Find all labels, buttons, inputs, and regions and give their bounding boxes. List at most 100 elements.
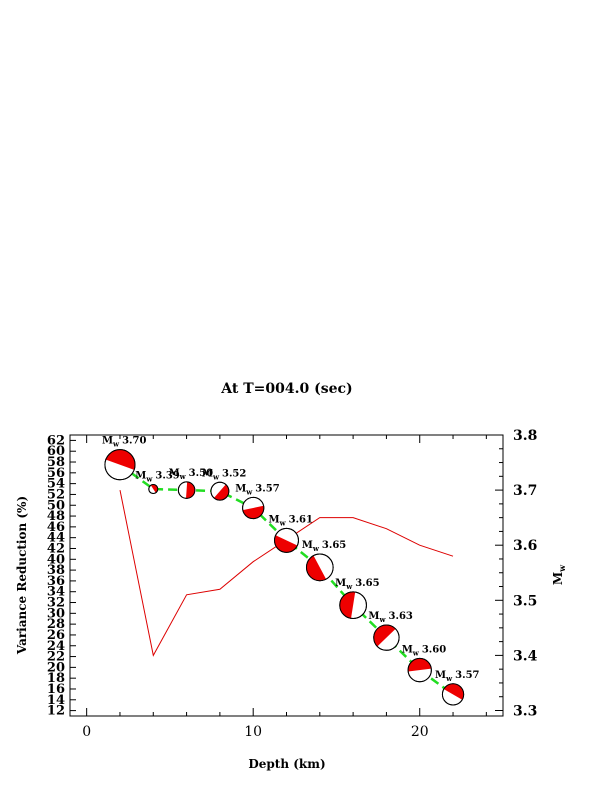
mw-label-sub: w: [212, 472, 220, 481]
chart-title: At T=004.0 (sec): [220, 381, 352, 397]
y-left-tick-label: 26: [47, 628, 65, 643]
y-axis-right-label-main: M: [551, 572, 565, 585]
beachball: [339, 591, 367, 620]
beachball-quadrant: [242, 505, 264, 519]
y-left-tick-label: 30: [47, 606, 65, 621]
y-left-tick-label: 54: [47, 477, 65, 492]
mw-label: Mw 3.57: [435, 670, 480, 683]
beachball: [274, 527, 299, 553]
y-left-tick-label: 32: [47, 596, 65, 611]
mw-label-prefix: M: [169, 468, 180, 479]
mw-label: Mw 3.52: [202, 468, 247, 481]
mw-label-prefix: M: [402, 644, 413, 655]
beachball-quadrant: [306, 555, 327, 581]
mw-label-sub: w: [445, 674, 453, 683]
variance-reduction-line: [119, 490, 454, 657]
y-left-tick-label: 20: [47, 660, 65, 675]
beachball-outline: [407, 657, 432, 683]
beachball-quadrant: [150, 484, 158, 493]
beachball: [441, 683, 465, 706]
x-tick-label: 20: [411, 724, 429, 740]
mw-label-prefix: M: [135, 471, 146, 482]
beachball-quadrant: [274, 535, 298, 553]
mw-label-sub: w: [345, 582, 353, 591]
mw-label-sub: w: [112, 440, 120, 449]
variance-reduction-series: [119, 490, 454, 657]
mw-label-prefix: M: [335, 578, 346, 589]
mw-label-prefix: M: [102, 436, 113, 447]
x-axis-label: Depth (km): [248, 757, 325, 771]
mw-label: Mw 3.57: [235, 483, 280, 496]
mw-label: Mw 3.63: [368, 611, 413, 624]
x-tick-label: 0: [82, 724, 91, 740]
beachball-outline: [177, 481, 196, 499]
mw-label: Mw 3.65: [335, 578, 380, 591]
mw-label: Mw 3.60: [402, 644, 447, 657]
mw-label-value: 3.39: [155, 471, 179, 482]
y-axis-right-label-sub: w: [557, 564, 567, 573]
beachball: [104, 449, 136, 481]
mw-label-sub: w: [245, 487, 253, 496]
x-tick-label: 10: [244, 724, 262, 740]
beachball-quadrant: [408, 658, 432, 672]
mw-label-value: 3.65: [355, 578, 379, 589]
beachball: [148, 484, 159, 495]
beachball: [210, 481, 230, 501]
mw-label-prefix: M: [202, 468, 213, 479]
y-left-tick-label: 42: [47, 541, 65, 556]
beachball-outline: [305, 553, 334, 582]
beachball-quadrant: [373, 624, 396, 647]
y-left-tick-label: 16: [47, 682, 65, 697]
y-left-tick-label: 58: [47, 455, 65, 470]
mw-label-sub: w: [179, 472, 187, 481]
beachball-outline: [373, 624, 400, 651]
y-left-tick-label: 50: [47, 498, 65, 513]
mw-label-prefix: M: [368, 611, 379, 622]
mw-label-prefix: M: [302, 540, 313, 551]
y-right-tick-label: 3.5: [513, 593, 537, 609]
beachball-outline: [441, 683, 465, 706]
mw-line: [119, 463, 454, 696]
mw-label-prefix: M: [269, 514, 280, 525]
beachball-quadrant: [214, 484, 229, 501]
y-left-tick-label: 60: [47, 444, 65, 459]
y-right-tick-label: 3.6: [513, 538, 537, 554]
beachball: [242, 496, 265, 520]
beachball: [373, 624, 400, 651]
y-axis-left-label: Variance Reduction (%): [15, 496, 29, 655]
beachball-quadrant: [339, 591, 356, 619]
y-left-tick-label: 34: [47, 585, 65, 600]
mw-label-value: 3.61: [289, 514, 313, 525]
mw-label: Mw 3.61: [269, 514, 313, 527]
mw-label-prefix: M: [435, 670, 446, 681]
y-left-tick-label: 38: [47, 563, 65, 578]
y-left-tick-label: 46: [47, 520, 65, 535]
beachball-quadrant: [186, 481, 195, 499]
beachball: [305, 553, 334, 582]
mw-label-value: 3.52: [222, 468, 246, 479]
mw-label: Mw 3.65: [302, 540, 347, 553]
y-left-tick-label: 44: [47, 531, 65, 546]
mw-label-value: 3.63: [389, 611, 413, 622]
mw-label-prefix: M: [235, 483, 246, 494]
x-axis: 0 10 20: [82, 435, 487, 740]
mw-label-value: 3.70: [122, 436, 146, 447]
mw-label-value: 3.57: [255, 483, 279, 494]
beachball-outline: [104, 449, 136, 481]
beachball: [407, 657, 432, 683]
y-left-tick-label: 22: [47, 650, 65, 665]
y-left-tick-label: 56: [47, 466, 65, 481]
y-left-tick-label: 24: [47, 639, 65, 654]
y-right-tick-label: 3.7: [513, 483, 537, 499]
beachball: [177, 481, 196, 499]
y-right-tick-label: 3.8: [513, 428, 537, 444]
beachball-outline: [242, 496, 265, 520]
y-left-tick-label: 62: [47, 433, 65, 448]
y-left-tick-label: 18: [47, 671, 65, 686]
y-axis-right-label: Mw: [551, 564, 567, 585]
y-axis-left: 1214161820222426283032343638404244464850…: [47, 433, 76, 719]
mw-label: Mw 3.70: [102, 436, 147, 449]
beachball-outline: [148, 484, 159, 495]
y-right-tick-label: 3.3: [513, 703, 537, 719]
